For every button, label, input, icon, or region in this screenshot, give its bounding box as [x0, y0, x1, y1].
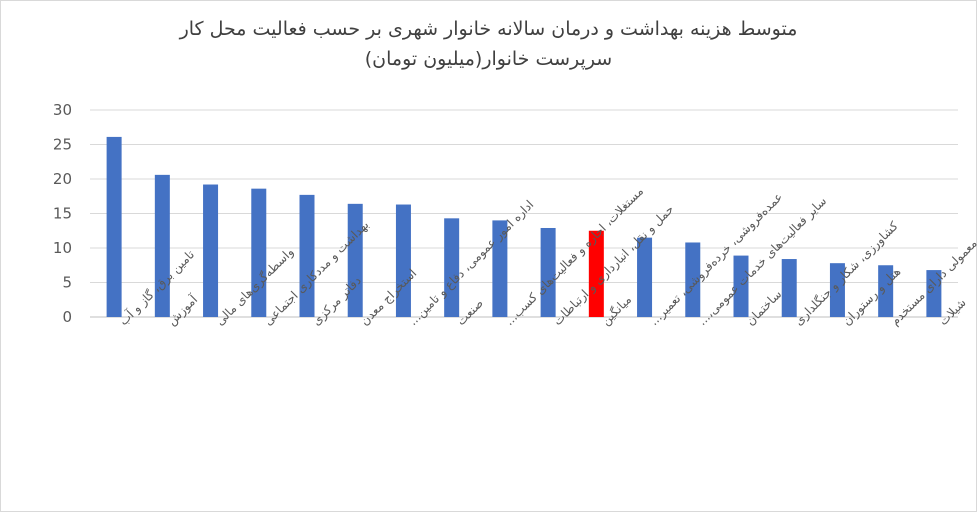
bar: [829, 263, 845, 317]
bar: [299, 194, 315, 317]
x-category-label: میانگین: [599, 292, 635, 328]
bar: [251, 188, 267, 317]
y-axis-tick-labels: 0 5 10 15 20 25 30: [53, 101, 72, 326]
bar: [154, 174, 170, 317]
bar: [926, 270, 942, 317]
bar: [492, 220, 508, 317]
bars: [106, 136, 942, 317]
bar: [733, 255, 749, 317]
bar: [395, 204, 411, 317]
bar: [106, 136, 122, 317]
chart-title: متوسط هزینه بهداشت و درمان سالانه خانوار…: [0, 14, 977, 74]
y-tick-label: 20: [53, 170, 72, 188]
y-tick-label: 5: [62, 274, 72, 292]
chart-title-line-1: متوسط هزینه بهداشت و درمان سالانه خانوار…: [179, 18, 798, 40]
bar: [637, 237, 653, 317]
bar: [540, 227, 556, 317]
bar: [588, 230, 604, 317]
y-tick-label: 10: [53, 239, 72, 257]
bar: [203, 184, 219, 317]
bar: [878, 265, 894, 317]
y-tick-label: 30: [53, 101, 72, 119]
y-tick-label: 15: [53, 205, 72, 223]
bar: [347, 203, 363, 317]
y-tick-label: 0: [62, 308, 72, 326]
bar: [685, 242, 701, 317]
y-tick-label: 25: [53, 136, 72, 154]
bar: [781, 259, 797, 317]
chart-title-line-2: سرپرست خانوار(میلیون تومان): [364, 48, 613, 70]
bar: [444, 218, 460, 317]
gridlines: [90, 109, 958, 318]
x-category-label: ساختمان: [743, 287, 784, 328]
